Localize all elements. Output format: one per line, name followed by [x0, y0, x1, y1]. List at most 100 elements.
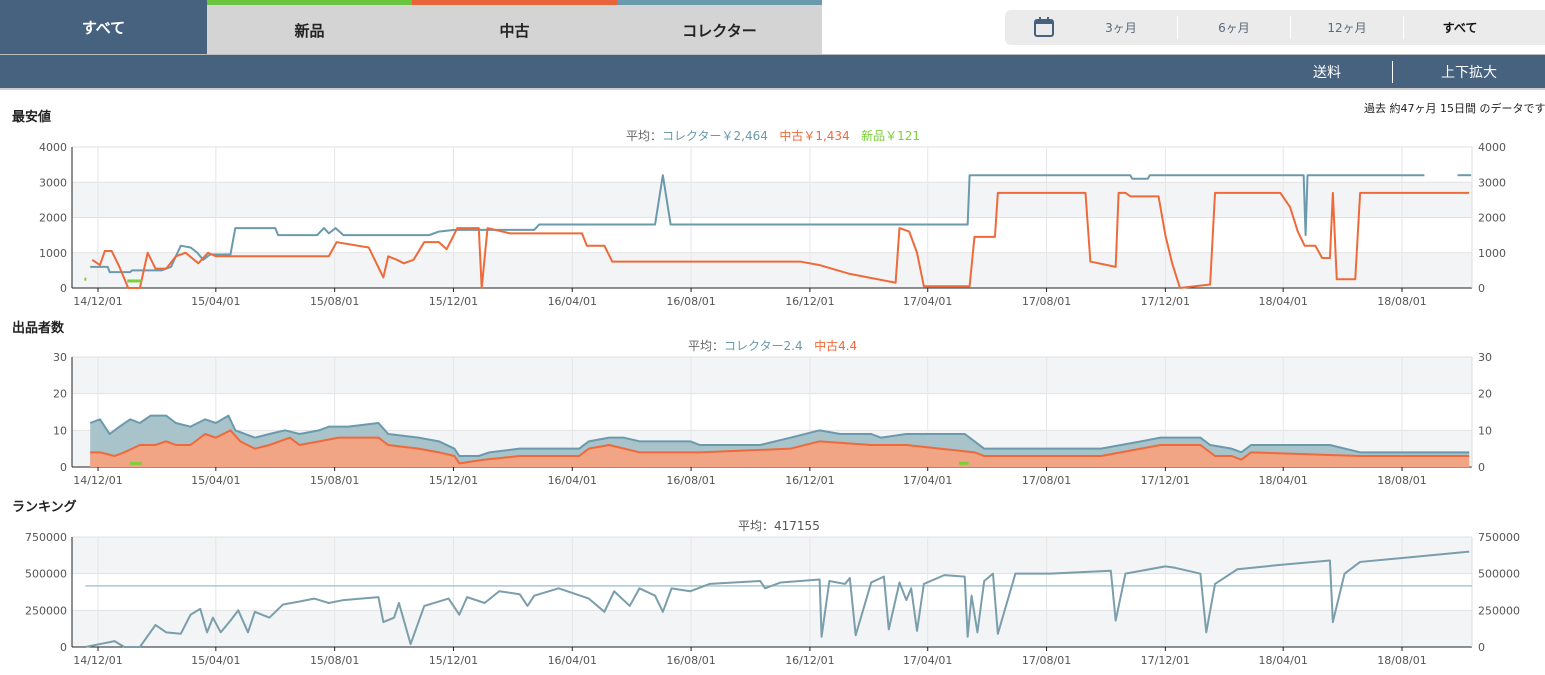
- range-all[interactable]: すべて: [1442, 21, 1478, 35]
- ranking-average-legend: 平均：417155: [738, 517, 820, 534]
- y-tick-label-right: 4000: [1478, 141, 1506, 154]
- y-tick-label-left: 20: [53, 388, 67, 401]
- offers-section-title: 出品者数: [12, 321, 65, 336]
- x-tick-label: 16/08/01: [666, 474, 715, 487]
- x-tick-label: 15/04/01: [191, 295, 240, 308]
- x-tick-label: 17/04/01: [903, 654, 952, 667]
- x-tick-label: 18/08/01: [1377, 654, 1426, 667]
- avg-used: 中古4.4: [814, 339, 858, 353]
- x-tick-label: 17/12/01: [1141, 654, 1190, 667]
- x-tick-label: 17/12/01: [1141, 295, 1190, 308]
- x-tick-label: 18/08/01: [1377, 295, 1426, 308]
- y-tick-label-right: 0: [1478, 461, 1485, 474]
- y-tick-label-left: 2000: [39, 212, 67, 225]
- y-tick-label-right: 10: [1478, 424, 1492, 437]
- x-tick-label: 15/12/01: [429, 474, 478, 487]
- x-tick-label: 15/04/01: [191, 474, 240, 487]
- grid-band: [72, 182, 1472, 218]
- y-tick-label-left: 10: [53, 424, 67, 437]
- x-tick-label: 17/04/01: [903, 295, 952, 308]
- y-tick-label-right: 750000: [1478, 531, 1520, 544]
- x-tick-label: 15/12/01: [429, 295, 478, 308]
- x-tick-label: 17/04/01: [903, 474, 952, 487]
- chart-0: 0 0 1000 1000 2000 2000 3000 3000 4000 4000 14/12/…: [39, 141, 1506, 308]
- y-tick-label-left: 1000: [39, 247, 67, 260]
- offers-average-legend: 平均：コレクター2.4 中古4.4: [688, 337, 857, 354]
- range-12-months[interactable]: 12ヶ月: [1327, 21, 1367, 35]
- shipping-button[interactable]: 送料: [1313, 65, 1341, 81]
- avg-prefix: 平均：: [738, 519, 775, 533]
- grid-band: [72, 610, 1472, 647]
- x-tick-label: 15/04/01: [191, 654, 240, 667]
- y-tick-label-right: 30: [1478, 351, 1492, 364]
- calendar-icon[interactable]: [1033, 16, 1055, 42]
- y-tick-label-left: 3000: [39, 176, 67, 189]
- x-tick-label: 15/08/01: [310, 295, 359, 308]
- x-tick-label: 16/08/01: [666, 654, 715, 667]
- x-tick-label: 15/08/01: [310, 474, 359, 487]
- data-period-note: 過去 約47ヶ月 15日間 のデータです: [1364, 102, 1545, 115]
- x-tick-label: 15/08/01: [310, 654, 359, 667]
- tab-collector[interactable]: コレクター: [617, 0, 822, 55]
- x-tick-label: 18/04/01: [1258, 654, 1307, 667]
- tab-used[interactable]: 中古: [412, 0, 617, 55]
- y-tick-label-left: 500000: [25, 568, 67, 581]
- area-used: [90, 430, 1470, 467]
- x-tick-label: 15/12/01: [429, 654, 478, 667]
- tab-new[interactable]: 新品: [207, 0, 412, 55]
- x-tick-label: 17/08/01: [1022, 295, 1071, 308]
- price-section-title: 最安値: [12, 110, 52, 125]
- grid-band: [72, 537, 1472, 574]
- x-tick-label: 16/04/01: [548, 654, 597, 667]
- y-tick-label-left: 0: [60, 641, 67, 654]
- x-tick-label: 14/12/01: [73, 654, 122, 667]
- chart-toolbar: 送料 上下拡大: [0, 54, 1545, 90]
- y-tick-label-right: 1000: [1478, 247, 1506, 260]
- y-tick-label-right: 0: [1478, 282, 1485, 295]
- chart-1: 0 0 10 10 20 20 30 30 14/12/01 15/04/01 15/08/01 15…: [53, 351, 1492, 487]
- y-tick-label-left: 250000: [25, 604, 67, 617]
- range-6-months[interactable]: 6ヶ月: [1218, 21, 1250, 35]
- avg-used: 中古￥1,434: [779, 129, 850, 143]
- avg-new: 新品￥121: [861, 129, 921, 143]
- x-tick-label: 16/08/01: [666, 295, 715, 308]
- y-tick-label-left: 0: [60, 282, 67, 295]
- avg-prefix: 平均：: [688, 339, 725, 353]
- avg-collector: コレクター￥2,464: [662, 129, 768, 143]
- y-tick-label-left: 0: [60, 461, 67, 474]
- chart-2: 0 0 250000 250000 500000 500000 750000 750000 14…: [25, 531, 1520, 667]
- x-tick-label: 14/12/01: [73, 295, 122, 308]
- x-tick-label: 16/12/01: [785, 474, 834, 487]
- range-selector: 3ヶ月 6ヶ月 12ヶ月 すべて: [1005, 10, 1545, 45]
- series-line-used: [91, 191, 1470, 289]
- y-tick-label-right: 2000: [1478, 212, 1506, 225]
- y-tick-label-right: 250000: [1478, 604, 1520, 617]
- vertical-zoom-button[interactable]: 上下拡大: [1441, 65, 1497, 81]
- grid-band: [72, 252, 1472, 288]
- x-tick-label: 16/12/01: [785, 295, 834, 308]
- y-tick-label-right: 20: [1478, 388, 1492, 401]
- grid-band: [72, 357, 1472, 394]
- y-tick-label-right: 500000: [1478, 568, 1520, 581]
- y-tick-label-right: 0: [1478, 641, 1485, 654]
- avg-collector: コレクター2.4: [724, 339, 803, 353]
- y-tick-label-left: 750000: [25, 531, 67, 544]
- x-tick-label: 17/08/01: [1022, 474, 1071, 487]
- x-tick-label: 14/12/01: [73, 474, 122, 487]
- x-tick-label: 16/04/01: [548, 295, 597, 308]
- series-line-used: [90, 429, 1470, 465]
- price-average-legend: 平均：コレクター￥2,464 中古￥1,434 新品￥121: [626, 127, 920, 144]
- x-tick-label: 16/04/01: [548, 474, 597, 487]
- avg-rank: 417155: [774, 519, 820, 533]
- x-tick-label: 17/08/01: [1022, 654, 1071, 667]
- tab-all[interactable]: すべて: [0, 0, 207, 55]
- ranking-section-title: ランキング: [12, 500, 77, 515]
- avg-prefix: 平均：: [626, 129, 663, 143]
- y-tick-label-left: 4000: [39, 141, 67, 154]
- x-tick-label: 18/08/01: [1377, 474, 1426, 487]
- x-tick-label: 17/12/01: [1141, 474, 1190, 487]
- series-line-collector: [89, 414, 1470, 457]
- y-tick-label-left: 30: [53, 351, 67, 364]
- range-3-months[interactable]: 3ヶ月: [1105, 21, 1137, 35]
